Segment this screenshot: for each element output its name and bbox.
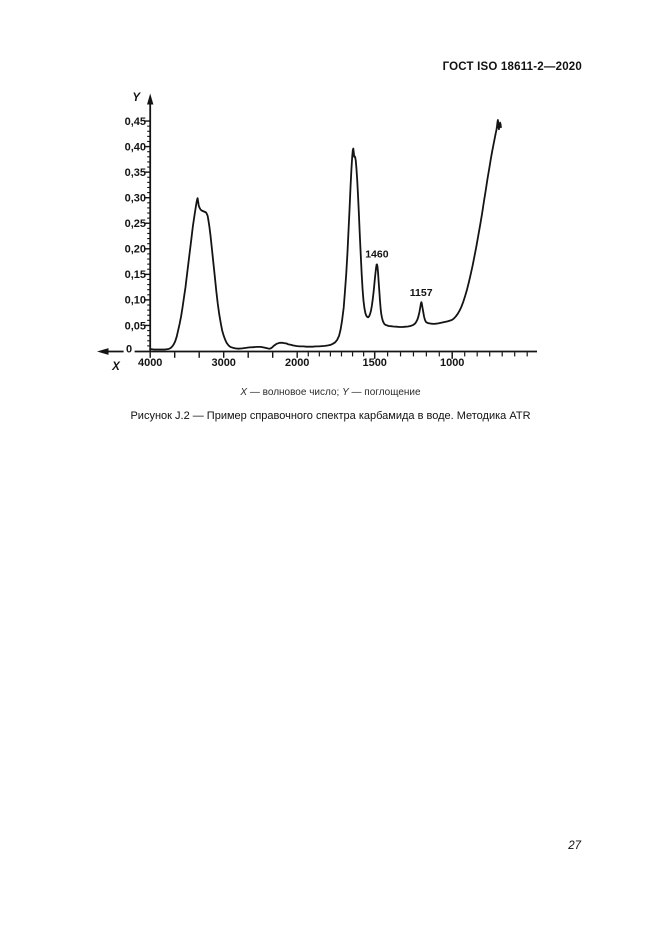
x-tick-label: 2000	[285, 357, 309, 369]
document-header: ГОСТ ISO 18611-2—2020	[442, 61, 582, 73]
legend-x-symbol: X	[240, 387, 248, 398]
y-tick-label: 0,15	[125, 269, 146, 281]
peak-label: 1157	[410, 287, 433, 299]
origin-label-bg	[123, 343, 135, 355]
peak-annotations: 1460 1157	[365, 249, 433, 299]
x-axis-arrowhead-icon	[97, 348, 109, 355]
legend-x-description: — волновое число;	[247, 387, 343, 398]
x-tick-label: 3000	[211, 357, 235, 369]
spectrum-curve	[149, 119, 502, 351]
peak-label: 1460	[365, 249, 389, 261]
x-tick-labels: 4000 3000 2000 1500 1000	[138, 357, 464, 369]
legend-y-description: — поглощение	[348, 387, 421, 398]
x-tick-label: 4000	[138, 357, 162, 369]
y-tick-label: 0,30	[125, 193, 146, 205]
x-tick-label: 1500	[362, 357, 386, 369]
y-tick-label: 0,05	[125, 320, 146, 332]
axis-ticks	[144, 120, 528, 359]
origin-label: 0	[126, 343, 132, 355]
y-tick-label: 0,10	[125, 295, 146, 307]
y-tick-label: 0,35	[125, 167, 146, 179]
x-axis-title: X	[111, 361, 121, 373]
page-number: 27	[568, 840, 581, 852]
y-tick-labels: 0,05 0,10 0,15 0,20 0,25 0,30 0,35 0,40 0,45	[125, 116, 146, 332]
y-tick-label: 0,20	[125, 244, 146, 256]
y-tick-label: 0,45	[125, 116, 146, 128]
x-tick-label: 1000	[440, 357, 464, 369]
y-axis-title: Y	[132, 92, 141, 104]
y-tick-label: 0,25	[125, 218, 146, 230]
y-tick-label: 0,40	[125, 141, 146, 153]
y-axis-arrowhead-icon	[147, 93, 154, 105]
figure-legend: X — волновое число; Y — поглощение	[0, 387, 661, 398]
legend-y-symbol: Y	[342, 387, 349, 398]
figure-caption: Рисунок J.2 — Пример справочного спектра…	[130, 410, 531, 422]
